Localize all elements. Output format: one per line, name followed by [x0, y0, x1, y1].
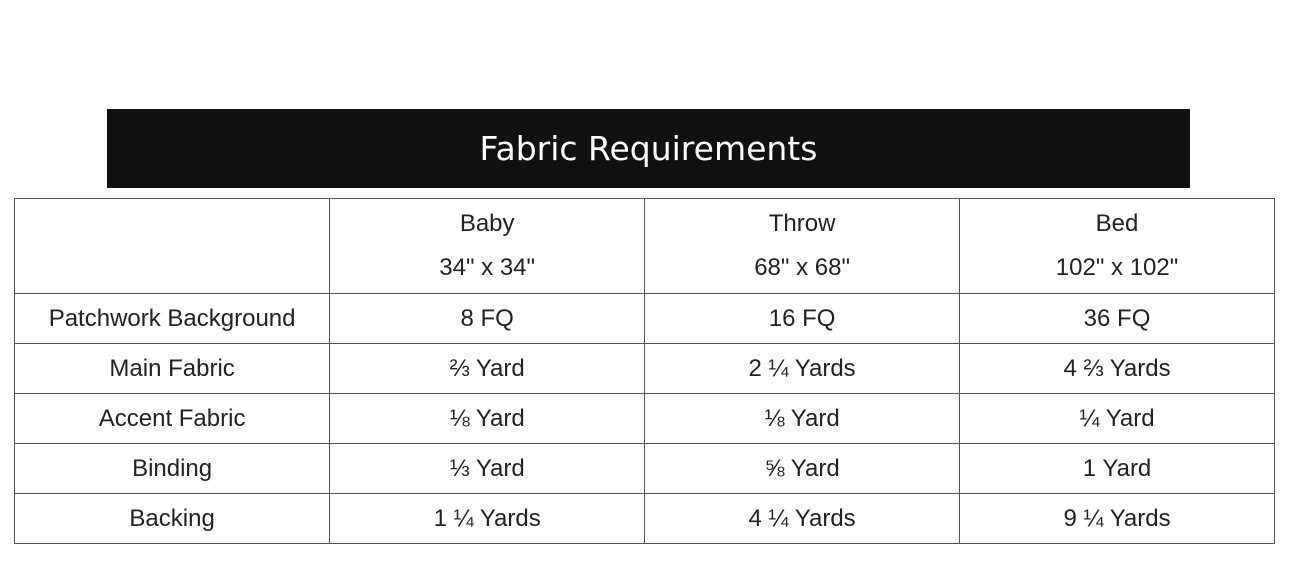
table-cell: 9 ¼ Yards	[959, 493, 1275, 544]
table-row: Binding ⅓ Yard ⅝ Yard 1 Yard	[13, 443, 1275, 494]
table-cell: ⅔ Yard	[329, 343, 646, 394]
row-label: Binding	[13, 443, 331, 494]
row-label: Main Fabric	[13, 343, 331, 394]
table-cell: ⅛ Yard	[644, 393, 961, 444]
table-cell: 4 ⅔ Yards	[959, 343, 1275, 394]
column-size: 34" x 34"	[439, 254, 536, 281]
table-cell: ¼ Yard	[959, 393, 1275, 444]
table-cell: ⅝ Yard	[644, 443, 961, 494]
table-row: Patchwork Background 8 FQ 16 FQ 36 FQ	[13, 293, 1275, 344]
table-cell: 1 ¼ Yards	[329, 493, 646, 544]
table-row: Main Fabric ⅔ Yard 2 ¼ Yards 4 ⅔ Yards	[13, 343, 1275, 394]
table-cell: 4 ¼ Yards	[644, 493, 961, 544]
corner-cell	[13, 198, 331, 294]
column-size: 102" x 102"	[1055, 254, 1179, 281]
row-label: Backing	[13, 493, 331, 544]
table-cell: 2 ¼ Yards	[644, 343, 961, 394]
column-name: Bed	[1095, 210, 1139, 237]
table-cell: ⅛ Yard	[329, 393, 646, 444]
fabric-requirements-table: Baby 34" x 34" Throw 68" x 68" Bed 102" x 1…	[13, 198, 1275, 544]
column-header: Bed 102" x 102"	[959, 198, 1275, 294]
table-cell: 36 FQ	[959, 293, 1275, 344]
table-cell: 8 FQ	[329, 293, 646, 344]
column-name: Throw	[768, 210, 836, 237]
column-name: Baby	[459, 210, 515, 237]
row-label: Accent Fabric	[13, 393, 331, 444]
row-label: Patchwork Background	[13, 293, 331, 344]
table-cell: 16 FQ	[644, 293, 961, 344]
header-row: Baby 34" x 34" Throw 68" x 68" Bed 102" x 1…	[13, 198, 1275, 294]
table-cell: ⅓ Yard	[329, 443, 646, 494]
table-title: Fabric Requirements	[479, 129, 818, 168]
table-title-banner: Fabric Requirements	[107, 109, 1190, 188]
table-row: Backing 1 ¼ Yards 4 ¼ Yards 9 ¼ Yards	[13, 493, 1275, 544]
table-row: Accent Fabric ⅛ Yard ⅛ Yard ¼ Yard	[13, 393, 1275, 444]
column-header: Throw 68" x 68"	[644, 198, 961, 294]
column-size: 68" x 68"	[754, 254, 850, 281]
column-header: Baby 34" x 34"	[329, 198, 646, 294]
table-cell: 1 Yard	[959, 443, 1275, 494]
